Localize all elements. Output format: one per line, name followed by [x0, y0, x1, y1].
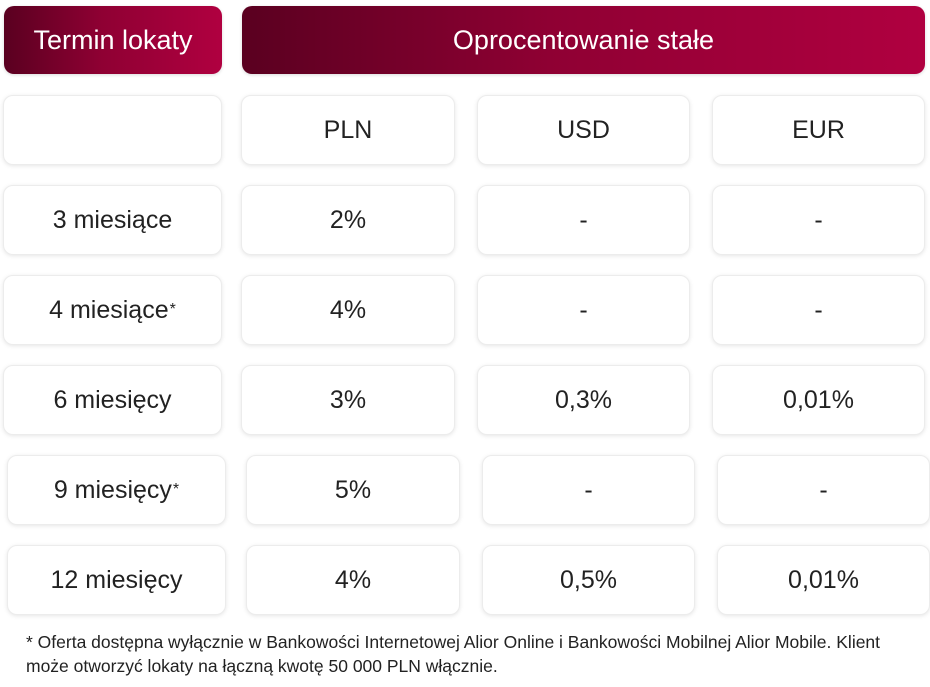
term-cell: 3 miesiące	[3, 185, 222, 255]
rate-value: 4%	[329, 295, 367, 324]
rate-cell-eur: 0,01%	[717, 545, 930, 615]
header-rate-label: Oprocentowanie stałe	[452, 24, 715, 55]
currency-header-empty-cell	[3, 95, 222, 165]
currency-header-usd: USD	[477, 95, 690, 165]
rate-value: -	[584, 475, 593, 504]
term-label: 4 miesiące	[49, 295, 169, 324]
rate-cell-pln: 2%	[241, 185, 455, 255]
rate-cell-eur: -	[712, 275, 925, 345]
rate-cell-usd: 0,5%	[482, 545, 695, 615]
rate-value: -	[819, 475, 828, 504]
term-label: 3 miesiące	[52, 205, 173, 234]
rate-cell-usd: -	[477, 275, 690, 345]
header-rate: Oprocentowanie stałe	[242, 6, 925, 74]
term-label: 12 miesięcy	[50, 565, 183, 594]
rate-cell-pln: 3%	[241, 365, 455, 435]
header-term-label: Termin lokaty	[33, 24, 193, 55]
rate-cell-pln: 4%	[246, 545, 460, 615]
currency-label: EUR	[792, 115, 845, 144]
rate-cell-usd: 0,3%	[477, 365, 690, 435]
rate-value: 0,01%	[788, 565, 859, 594]
term-cell: 4 miesiące *	[3, 275, 222, 345]
rate-value: -	[579, 295, 588, 324]
rate-value: -	[579, 205, 588, 234]
rate-cell-usd: -	[482, 455, 695, 525]
currency-label: PLN	[323, 115, 373, 144]
rate-cell-pln: 5%	[246, 455, 460, 525]
currency-header-pln: PLN	[241, 95, 455, 165]
rate-value: 3%	[329, 385, 367, 414]
term-cell: 6 miesięcy	[3, 365, 222, 435]
rate-value: 5%	[334, 475, 372, 504]
rate-cell-eur: -	[712, 185, 925, 255]
currency-header-eur: EUR	[712, 95, 925, 165]
term-label: 6 miesięcy	[53, 385, 172, 414]
rate-value: 4%	[334, 565, 372, 594]
rate-value: 0,3%	[555, 385, 612, 414]
header-term: Termin lokaty	[4, 6, 222, 74]
rate-value: 2%	[329, 205, 367, 234]
rate-cell-eur: 0,01%	[712, 365, 925, 435]
currency-label: USD	[557, 115, 610, 144]
rate-value: 0,01%	[783, 385, 854, 414]
rate-cell-pln: 4%	[241, 275, 455, 345]
rate-cell-usd: -	[477, 185, 690, 255]
rate-value: -	[814, 205, 823, 234]
term-label: 9 miesięcy	[53, 475, 172, 504]
rate-value: 0,5%	[560, 565, 617, 594]
term-cell: 12 miesięcy	[7, 545, 226, 615]
rate-value: -	[814, 295, 823, 324]
term-cell: 9 miesięcy *	[7, 455, 226, 525]
rate-cell-eur: -	[717, 455, 930, 525]
footnote-text: * Oferta dostępna wyłącznie w Bankowości…	[26, 632, 881, 676]
